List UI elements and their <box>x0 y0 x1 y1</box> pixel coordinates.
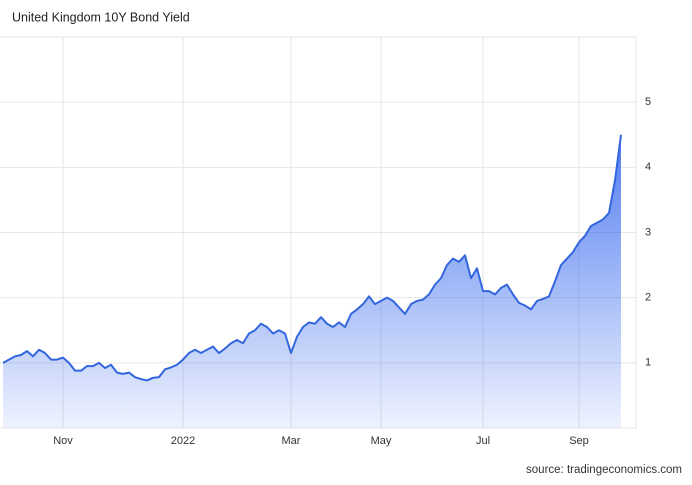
x-tick-label: Jul <box>476 435 490 447</box>
y-tick-label: 2 <box>645 292 651 304</box>
source-note: source: tradingeconomics.com <box>526 464 682 476</box>
x-tick-label: Sep <box>569 435 589 447</box>
line <box>2 134 622 382</box>
x-tick-label: May <box>371 435 392 447</box>
x-tick-label: Mar <box>282 435 301 447</box>
y-tick-label: 3 <box>645 226 651 238</box>
y-tick-label: 1 <box>645 357 651 369</box>
y-tick-label: 4 <box>645 161 651 173</box>
x-tick-label: Nov <box>53 435 73 447</box>
y-tick-label: 5 <box>645 96 651 108</box>
x-tick-label: 2022 <box>171 435 195 447</box>
chart-title: United Kingdom 10Y Bond Yield <box>12 10 190 24</box>
area-fill <box>3 134 621 428</box>
